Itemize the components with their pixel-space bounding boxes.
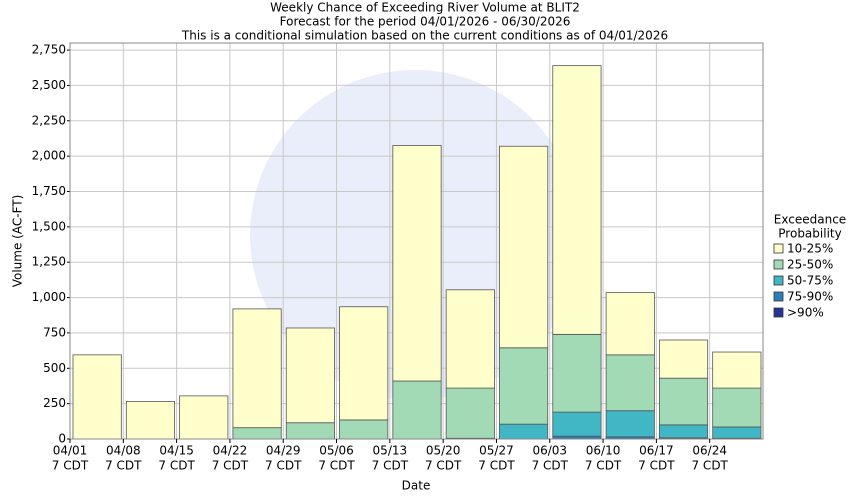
legend-swatch bbox=[773, 291, 784, 302]
bar-segment bbox=[605, 410, 655, 438]
x-tick-label: 04/15 bbox=[159, 444, 194, 458]
bar-segment bbox=[552, 333, 602, 413]
bar-segment bbox=[658, 377, 709, 426]
y-tick-label: 1,750 bbox=[32, 184, 66, 198]
legend-label: 50-75% bbox=[787, 274, 833, 288]
y-tick-label: 2,250 bbox=[32, 113, 66, 127]
bar-segment bbox=[658, 339, 709, 379]
bar-segment bbox=[392, 380, 442, 440]
legend-swatch bbox=[773, 307, 784, 318]
x-tick-sublabel: 7 CDT bbox=[372, 459, 409, 473]
bar-segment bbox=[605, 354, 655, 412]
bar-segment bbox=[552, 65, 602, 335]
y-tick-label: 1,500 bbox=[32, 219, 66, 233]
legend-label: 10-25% bbox=[787, 242, 833, 256]
x-tick-sublabel: 7 CDT bbox=[585, 459, 622, 473]
legend-swatch bbox=[773, 259, 784, 270]
legend-label: >90% bbox=[787, 306, 824, 320]
bar-segment bbox=[605, 292, 655, 356]
x-tick-sublabel: 7 CDT bbox=[691, 459, 728, 473]
x-tick-label: 05/13 bbox=[373, 444, 408, 458]
y-tick-label: 500 bbox=[43, 361, 66, 375]
bar-segment bbox=[392, 145, 442, 382]
y-tick-label: 2,000 bbox=[32, 149, 66, 163]
x-tick-label: 06/17 bbox=[639, 444, 674, 458]
x-tick-label: 05/27 bbox=[479, 444, 514, 458]
x-tick-label: 06/24 bbox=[692, 444, 727, 458]
x-tick-sublabel: 7 CDT bbox=[158, 459, 195, 473]
bar-segment bbox=[125, 401, 176, 440]
bar-segment bbox=[712, 387, 762, 428]
bar-segment bbox=[339, 419, 389, 440]
x-tick-label: 06/03 bbox=[532, 444, 567, 458]
x-tick-label: 04/22 bbox=[213, 444, 248, 458]
bar-segment bbox=[499, 423, 549, 440]
chart-subtitle: This is a conditional simulation based o… bbox=[181, 29, 668, 43]
bar-segment bbox=[445, 289, 495, 389]
bar-segment bbox=[499, 145, 549, 349]
bar-segment bbox=[179, 395, 229, 440]
chart-subtitle: Forecast for the period 04/01/2026 - 06/… bbox=[280, 15, 571, 29]
bar-segment bbox=[232, 427, 282, 440]
x-tick-label: 06/10 bbox=[586, 444, 621, 458]
bar-segment bbox=[445, 387, 495, 439]
x-tick-sublabel: 7 CDT bbox=[52, 459, 89, 473]
y-tick-label: 750 bbox=[43, 325, 66, 339]
bar-segment bbox=[232, 308, 282, 429]
y-tick-label: 1,000 bbox=[32, 290, 66, 304]
x-tick-label: 05/20 bbox=[426, 444, 461, 458]
legend-label: 25-50% bbox=[787, 258, 833, 272]
bar-segment bbox=[339, 306, 389, 421]
y-tick-label: 1,250 bbox=[32, 255, 66, 269]
x-axis-label: Date bbox=[402, 479, 431, 493]
bar-segment bbox=[712, 426, 762, 439]
x-tick-label: 05/06 bbox=[319, 444, 354, 458]
bar-segment bbox=[658, 424, 709, 439]
x-tick-sublabel: 7 CDT bbox=[265, 459, 302, 473]
y-axis-label: Volume (AC-FT) bbox=[11, 195, 25, 288]
bar-segment bbox=[499, 347, 549, 425]
y-tick-label: 250 bbox=[43, 396, 66, 410]
bar-segment bbox=[712, 351, 762, 389]
legend-swatch bbox=[773, 243, 784, 254]
x-tick-label: 04/29 bbox=[266, 444, 301, 458]
x-tick-sublabel: 7 CDT bbox=[638, 459, 675, 473]
y-tick-label: 0 bbox=[58, 432, 66, 446]
legend-label: 75-90% bbox=[787, 290, 833, 304]
chart-title: Weekly Chance of Exceeding River Volume … bbox=[270, 1, 580, 15]
plot-frame bbox=[69, 42, 764, 440]
legend-title: Probability bbox=[778, 227, 841, 241]
y-tick-label: 2,500 bbox=[32, 78, 66, 92]
bar-segment bbox=[552, 411, 602, 437]
x-tick-sublabel: 7 CDT bbox=[212, 459, 249, 473]
x-tick-sublabel: 7 CDT bbox=[478, 459, 515, 473]
x-tick-sublabel: 7 CDT bbox=[318, 459, 355, 473]
legend-title: Exceedance bbox=[774, 213, 846, 227]
bar-segment bbox=[285, 327, 335, 424]
x-tick-sublabel: 7 CDT bbox=[425, 459, 462, 473]
y-tick-label: 2,750 bbox=[32, 43, 66, 57]
x-tick-sublabel: 7 CDT bbox=[105, 459, 142, 473]
x-tick-sublabel: 7 CDT bbox=[532, 459, 569, 473]
bar-segment bbox=[285, 422, 335, 440]
legend-swatch bbox=[773, 275, 784, 286]
x-tick-label: 04/08 bbox=[106, 444, 141, 458]
x-tick-label: 04/01 bbox=[53, 444, 88, 458]
bar-segment bbox=[72, 354, 122, 440]
